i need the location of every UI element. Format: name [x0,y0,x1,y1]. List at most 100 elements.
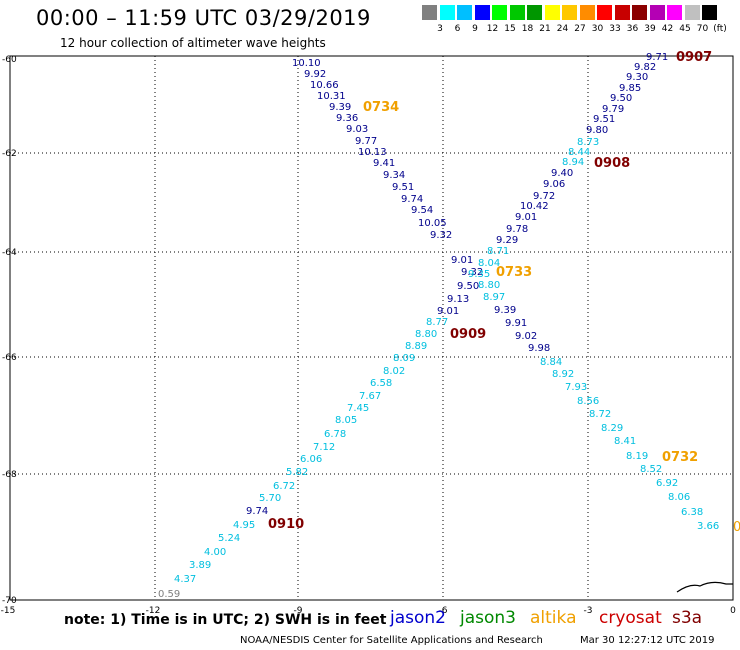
swh-value-track-b: 4.95 [233,520,255,531]
swh-value-track-b: 8.09 [393,353,415,364]
map-frame [9,55,734,601]
swh-value-track-a: 8.41 [614,436,636,447]
x-tick-label: -3 [584,606,593,616]
swh-value-track-b: 9.30 [626,72,648,83]
colorbar-label: 45 [679,24,691,34]
swh-value-track-a: 7.93 [565,382,587,393]
swh-value-track-b: 8.73 [577,137,599,148]
swh-value-track-b: 0.59 [158,589,180,600]
colorbar-cell [684,5,700,20]
colorbar-cell [597,5,612,20]
swh-value-track-a: 10.66 [310,80,339,91]
swh-value-track-b: 7.67 [359,391,381,402]
swh-value-track-b: 8.80 [415,329,437,340]
swh-value-track-a: 9.77 [355,136,377,147]
timestamp-text: Mar 30 12:27:12 UTC 2019 [580,635,715,646]
y-tick-label: -68 [2,470,17,480]
swh-value-track-a: 10.05 [418,218,447,229]
swh-value-track-a: 8.29 [601,423,623,434]
colorbar-label: 6 [454,24,461,34]
swh-value-track-b: 9.13 [447,294,469,305]
colorbar-cell [439,5,455,20]
colorbar-cell [544,5,560,20]
coastline [676,581,733,593]
swh-value-track-a: 8.06 [668,492,690,503]
colorbar-cell [562,5,577,20]
swh-value-track-a: 9.32 [430,230,452,241]
pass-label: 0908 [594,156,630,171]
swh-value-track-a: 10.13 [358,147,387,158]
swh-value-track-b: 8.89 [405,341,427,352]
pass-label: 0907 [676,50,712,65]
satellite-legend-cryosat: cryosat [599,608,662,628]
swh-value-track-a: 8.56 [577,396,599,407]
colorbar-label: 33 [609,24,621,34]
y-tick-label: -60 [2,55,17,65]
swh-value-track-a: 9.36 [336,113,358,124]
swh-value-track-b: 9.01 [515,212,537,223]
x-tick-label: -15 [1,606,16,616]
swh-value-track-a: 8.19 [626,451,648,462]
swh-value-track-a: 3.66 [697,521,719,532]
swh-value-track-b: 9.29 [496,235,518,246]
colorbar-cell [527,5,542,20]
credit-text: NOAA/NESDIS Center for Satellite Applica… [240,635,543,646]
colorbar-label: 12 [486,24,499,34]
swh-value-track-b: 5.70 [259,493,281,504]
y-tick-label: -70 [2,596,17,606]
swh-value-track-b: 6.06 [300,454,322,465]
swh-value-track-b: 8.05 [335,415,357,426]
swh-value-track-b: 6.58 [370,378,392,389]
colorbar-cell [474,5,490,20]
page-subtitle: 12 hour collection of altimeter wave hei… [60,36,326,50]
colorbar-cell [702,5,717,20]
swh-value-track-a: 9.39 [329,102,351,113]
swh-value-track-a: 9.54 [411,205,433,216]
swh-value-track-b: 4.37 [174,574,196,585]
swh-value-track-b: 8.02 [383,366,405,377]
satellite-legend-jason2: jason2 [390,608,446,628]
pass-label: 0732 [662,450,698,465]
swh-value-track-b: 9.01 [437,306,459,317]
colorbar-label: 3 [437,24,443,34]
swh-value-track-b: 8.80 [478,280,500,291]
colorbar-label: 39 [644,24,656,34]
swh-value-track-b: 7.45 [347,403,369,414]
swh-value-track-b: 8.04 [478,258,500,269]
colorbar-label: 30 [591,24,604,34]
swh-value-track-a: 10.10 [292,58,321,69]
colorbar-cell [422,5,437,20]
swh-value-track-a: 10.31 [317,91,346,102]
swh-value-track-b: 9.74 [246,506,268,517]
pass-label: 0733 [496,265,532,280]
swh-value-track-a: 9.02 [515,331,537,342]
swh-value-track-b: 9.82 [634,62,656,73]
swh-value-track-b: 9.80 [586,125,608,136]
swh-value-track-b: 9.40 [551,168,573,179]
satellite-legend-altika: altika [530,608,577,628]
swh-value-track-b: 8.94 [562,157,584,168]
colorbar-label: 9 [472,24,478,34]
x-tick-label: -6 [439,606,448,616]
colorbar-label: 24 [556,24,569,34]
colorbar-label: 21 [539,24,551,34]
colorbar-cell [614,5,630,20]
pass-label-partial: 0 [733,520,740,535]
swh-value-track-b: 9.35 [468,269,490,280]
swh-value-track-b: 3.89 [189,560,211,571]
swh-value-track-a: 6.92 [656,478,678,489]
swh-value-track-b: 8.97 [483,292,505,303]
swh-value-track-b: 6.78 [324,429,346,440]
x-tick-label: -12 [146,606,161,616]
colorbar-label: 27 [574,24,586,34]
swh-value-track-a: 9.34 [383,170,405,181]
swh-value-track-b: 9.51 [593,114,615,125]
y-tick-label: -62 [2,149,17,159]
colorbar-cell [492,5,507,20]
swh-value-track-b: 4.00 [204,547,226,558]
swh-value-track-b: 9.85 [619,83,641,94]
y-tick-label: -66 [2,353,17,363]
colorbar-label: 18 [521,24,534,34]
satellite-legend-s3a: s3a [672,608,703,628]
